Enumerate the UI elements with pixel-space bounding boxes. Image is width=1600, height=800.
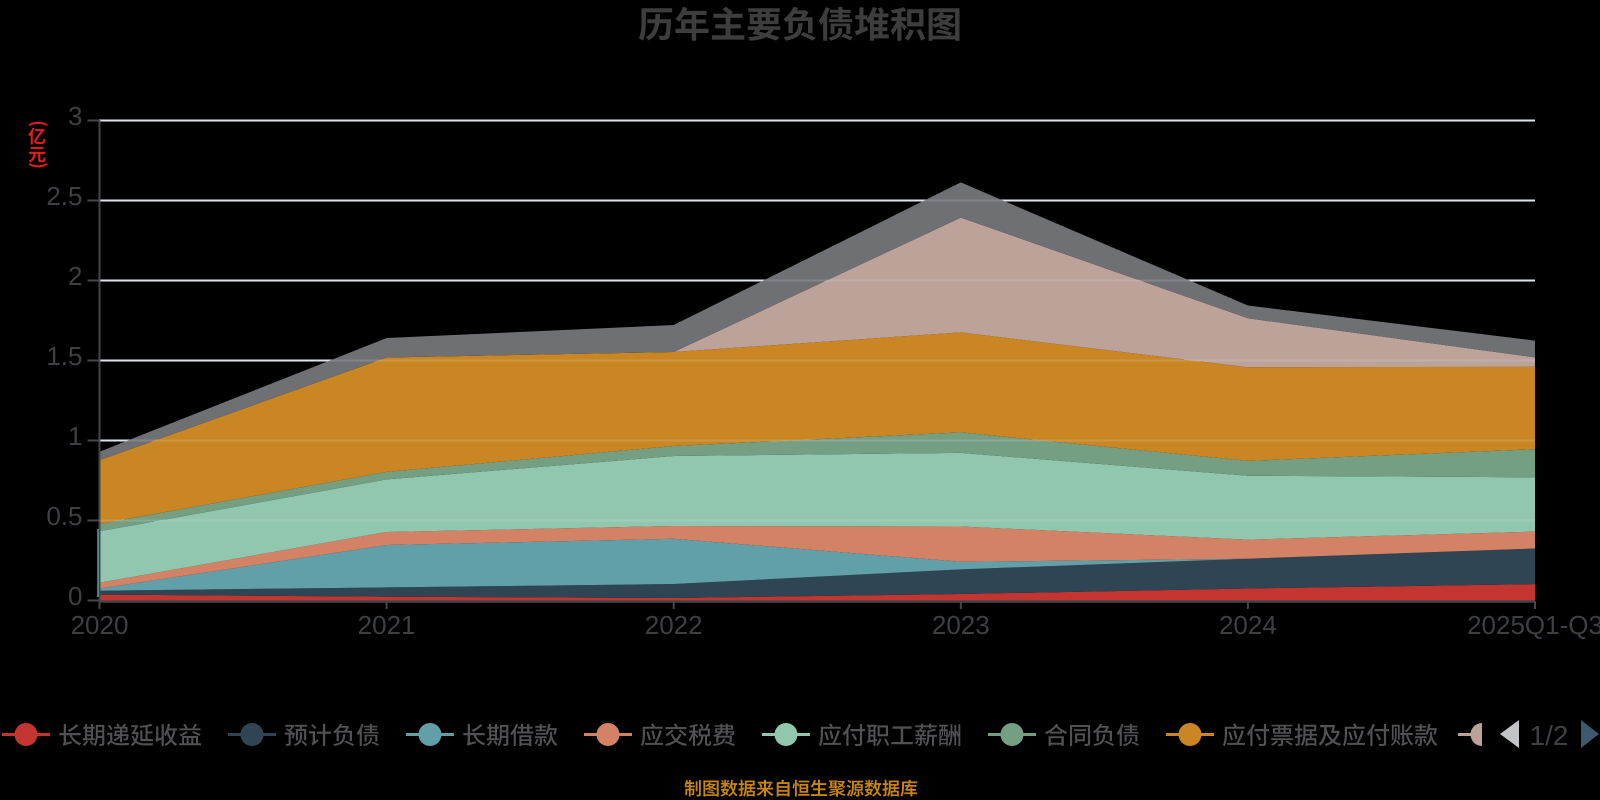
svg-text:2023: 2023	[932, 610, 990, 640]
svg-text:2025Q1-Q3: 2025Q1-Q3	[1467, 610, 1600, 640]
svg-text:1: 1	[68, 421, 82, 451]
svg-text:2022: 2022	[645, 610, 703, 640]
svg-text:0.5: 0.5	[46, 501, 82, 531]
svg-text:3: 3	[68, 101, 82, 131]
svg-text:2.5: 2.5	[46, 181, 82, 211]
svg-text:2020: 2020	[71, 610, 129, 640]
svg-text:2021: 2021	[358, 610, 416, 640]
svg-text:1/2: 1/2	[1530, 720, 1569, 751]
svg-text:2024: 2024	[1219, 610, 1277, 640]
svg-text:0: 0	[68, 581, 82, 611]
svg-text:1.5: 1.5	[46, 341, 82, 371]
svg-text:2: 2	[68, 261, 82, 291]
